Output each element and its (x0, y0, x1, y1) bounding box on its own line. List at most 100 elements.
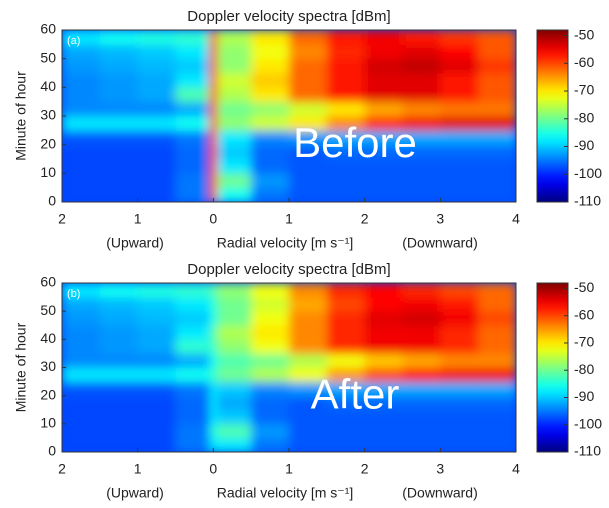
heatmap-cell (217, 423, 252, 439)
heatmap-cell (137, 101, 176, 117)
heatmap-cell (99, 30, 139, 45)
y-tick-label: 0 (48, 193, 56, 209)
heatmap-cell (175, 311, 211, 326)
heatmap-cell (62, 437, 101, 452)
heatmap-cell (478, 130, 516, 146)
heatmap-cell (62, 116, 101, 131)
heatmap-cell (175, 58, 211, 74)
y-tick-label: 40 (40, 330, 56, 346)
heatmap-cell (289, 283, 328, 298)
heatmap-cell (209, 73, 218, 88)
heatmap-cell (62, 353, 101, 368)
heatmap-cell (62, 130, 101, 146)
heatmap-cell (217, 101, 252, 117)
heatmap-cell (137, 44, 176, 60)
heatmap-cell (209, 87, 218, 103)
x-axis-label-left: (Upward) (106, 485, 164, 501)
heatmap-cell (364, 437, 403, 452)
heatmap-cell (137, 283, 176, 298)
heatmap-cell (62, 283, 101, 298)
heatmap-cell (217, 144, 252, 160)
heatmap-cell (289, 297, 328, 312)
heatmap (62, 283, 516, 452)
heatmap-cell (289, 73, 328, 88)
heatmap-cell (402, 423, 441, 439)
heatmap-cell (99, 58, 139, 74)
colorbar-tick-label: -90 (574, 388, 594, 404)
heatmap-cell (402, 325, 441, 340)
heatmap-cell (137, 353, 176, 368)
heatmap-cell (217, 395, 252, 411)
heatmap-cell (175, 325, 211, 340)
heatmap-cell (326, 73, 366, 88)
heatmap-cell (99, 423, 139, 439)
chart-title: Doppler velocity spectra [dBm] (187, 261, 390, 278)
heatmap-cell (289, 30, 328, 45)
heatmap-cell (402, 283, 441, 298)
heatmap-cell (478, 87, 516, 103)
heatmap-cell (175, 130, 211, 146)
heatmap-cell (217, 58, 252, 74)
x-axis-label-right: (Downward) (402, 485, 477, 501)
heatmap-cell (289, 311, 328, 326)
heatmap-cell (251, 30, 290, 45)
heatmap-cell (209, 395, 218, 411)
heatmap-cell (251, 395, 290, 411)
y-tick-label: 30 (40, 107, 56, 123)
y-tick-label: 10 (40, 415, 56, 431)
y-tick-label: 50 (40, 49, 56, 65)
heatmap-cell (402, 339, 441, 354)
heatmap-cell (99, 367, 139, 383)
heatmap-cell (440, 73, 479, 88)
heatmap-cell (402, 437, 441, 452)
heatmap-cell (175, 381, 211, 397)
heatmap-cell (217, 367, 252, 383)
x-tick-label: 4 (512, 461, 520, 477)
heatmap-cell (402, 395, 441, 411)
heatmap-cell (217, 409, 252, 425)
heatmap-cell (364, 173, 403, 189)
heatmap-cell (99, 339, 139, 354)
heatmap-cell (289, 395, 328, 411)
heatmap-cell (289, 116, 328, 131)
heatmap-cell (137, 159, 176, 174)
heatmap-cell (175, 101, 211, 117)
x-tick-label: 4 (512, 211, 520, 227)
y-tick-label: 60 (40, 21, 56, 37)
colorbar-tick-label: -90 (574, 137, 594, 153)
heatmap-cell (209, 144, 218, 160)
heatmap-cell (99, 144, 139, 160)
heatmap-cell (364, 339, 403, 354)
heatmap-cell (326, 173, 366, 189)
heatmap-cell (209, 159, 218, 174)
heatmap-cell (62, 297, 101, 312)
heatmap-cell (62, 73, 101, 88)
heatmap-cell (289, 423, 328, 439)
heatmap-cell (209, 187, 218, 202)
heatmap-cell (478, 325, 516, 340)
heatmap-cell (289, 339, 328, 354)
heatmap-cell (478, 187, 516, 202)
heatmap-cell (99, 437, 139, 452)
heatmap-cell (99, 187, 139, 202)
heatmap-cell (364, 159, 403, 174)
colorbar-tick-label: -110 (574, 443, 601, 459)
heatmap-cell (440, 339, 479, 354)
panel-label: (b) (67, 288, 80, 300)
heatmap-cell (217, 339, 252, 354)
heatmap-cell (326, 381, 366, 397)
heatmap-cells (62, 30, 516, 202)
heatmap-cell (326, 101, 366, 117)
heatmap-cell (175, 339, 211, 354)
heatmap-cell (99, 325, 139, 340)
heatmap-cell (137, 311, 176, 326)
heatmap-cell (478, 44, 516, 60)
heatmap-cell (62, 187, 101, 202)
x-tick-label: 1 (134, 211, 142, 227)
heatmap-cell (478, 437, 516, 452)
heatmap-cell (289, 367, 328, 383)
colorbar (536, 282, 569, 453)
heatmap-cell (62, 173, 101, 189)
heatmap-cell (209, 311, 218, 326)
heatmap-cell (364, 325, 403, 340)
